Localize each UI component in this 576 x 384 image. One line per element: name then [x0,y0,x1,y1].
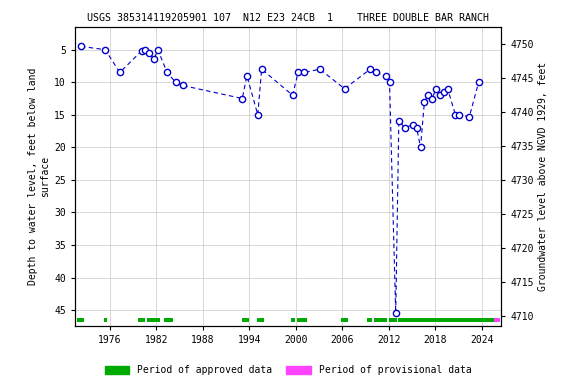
Bar [389,318,397,322]
Bar [494,318,501,322]
Bar [257,318,264,322]
Legend: Period of approved data, Period of provisional data: Period of approved data, Period of provi… [101,361,475,379]
Bar [147,318,160,322]
Y-axis label: Groundwater level above NGVD 1929, feet: Groundwater level above NGVD 1929, feet [538,62,548,291]
Bar [291,318,295,322]
Bar [297,318,306,322]
Bar [340,318,348,322]
Y-axis label: Depth to water level, feet below land
surface: Depth to water level, feet below land su… [28,68,50,285]
Text: USGS 385314119205901 107  N12 E23 24CB  1    THREE DOUBLE BAR RANCH: USGS 385314119205901 107 N12 E23 24CB 1 … [87,13,489,23]
Bar [104,318,108,322]
Bar [164,318,173,322]
Bar [398,318,494,322]
Bar [374,318,387,322]
Bar [367,318,373,322]
Bar [241,318,249,322]
Bar [77,318,84,322]
Bar [138,318,145,322]
